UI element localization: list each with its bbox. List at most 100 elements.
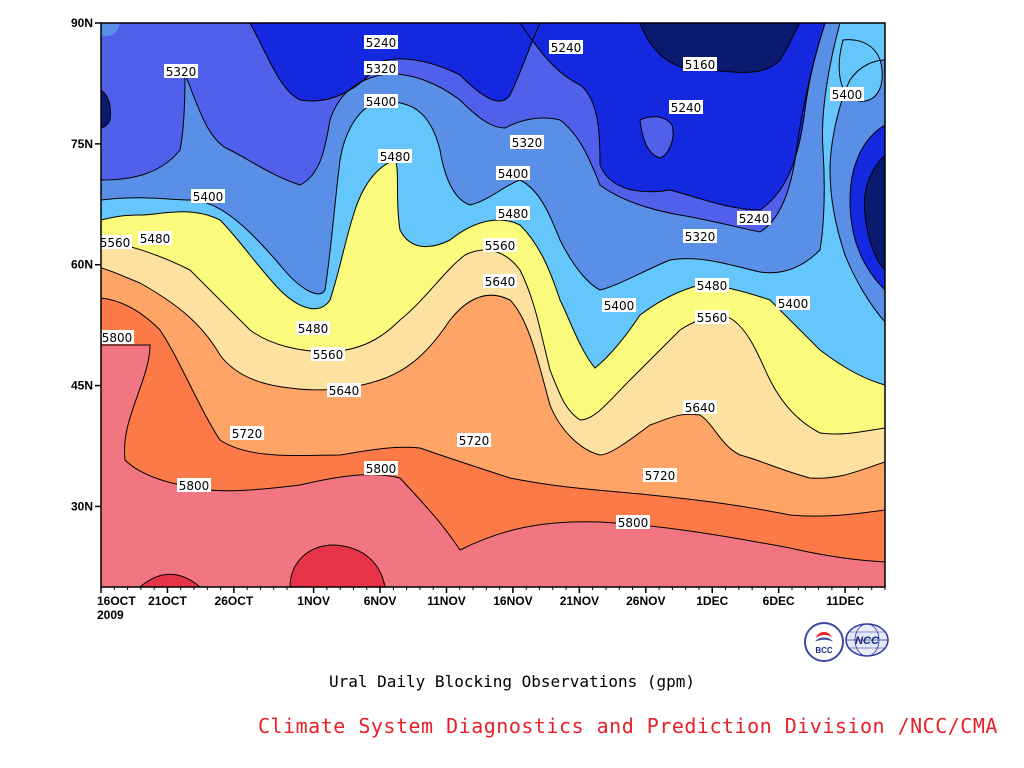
contour-line-east-low — [849, 124, 885, 291]
contour-label: 5560 — [100, 236, 131, 250]
contour-label-bg — [669, 100, 703, 114]
chart-title: Ural Daily Blocking Observations (gpm) — [328, 672, 696, 691]
contour-line-northeast — [838, 39, 883, 102]
contour-label-bg — [378, 149, 412, 163]
contour-label: 5480 — [380, 150, 411, 164]
contour-label-bg — [100, 330, 134, 344]
contour-line-5240-east — [519, 23, 826, 211]
contour-label: 5560 — [697, 311, 728, 325]
contour-label: 5640 — [685, 401, 716, 415]
contour-label-bg — [364, 94, 398, 108]
contour-label-bg — [695, 310, 729, 324]
contour-line-5400 — [101, 23, 841, 295]
x-tick-label: 6NOV — [364, 594, 397, 608]
x-tick-label: 26OCT — [215, 594, 254, 608]
contour-line-5560 — [101, 239, 885, 435]
contour-line-5880-west — [139, 573, 201, 587]
contour-label-bg — [98, 235, 132, 249]
contour-line-5400-east — [829, 59, 885, 323]
contour-label: 5400 — [366, 95, 397, 109]
contour-label: 5720 — [645, 469, 676, 483]
contour-line-5640 — [101, 267, 885, 479]
contour-label-bg — [138, 231, 172, 245]
contour-label: 5320 — [685, 230, 716, 244]
contour-line-5800 — [101, 344, 885, 563]
contour-chart: 5240 5240 5160 5240 5320 5320 5320 5400 5400 5400… — [71, 16, 886, 622]
ncc-globe-icon: NCC — [845, 623, 889, 657]
contour-label: 5640 — [485, 275, 516, 289]
contour-label-bg — [327, 383, 361, 397]
contour-label-bg — [549, 40, 583, 54]
contour-label: 5720 — [459, 434, 490, 448]
contour-label: 5480 — [140, 232, 171, 246]
bcc-logo: BCC — [804, 622, 844, 662]
contour-label-bg — [230, 426, 264, 440]
contour-label-bg — [483, 238, 517, 252]
x-tick-label: 21NOV — [560, 594, 599, 608]
contour-label: 5400 — [778, 297, 809, 311]
x-tick-label: 21OCT — [148, 594, 187, 608]
contour-label-bg — [191, 189, 225, 203]
x-tick-label: 11NOV — [427, 594, 466, 608]
contour-label: 5400 — [832, 88, 863, 102]
contour-label: 5320 — [166, 65, 197, 79]
contour-label: 5800 — [179, 479, 210, 493]
source-credit: Climate System Diagnostics and Predictio… — [258, 714, 998, 738]
x-tick-label: 1NOV — [297, 594, 330, 608]
contour-label: 5480 — [697, 279, 728, 293]
contour-line-5880 — [289, 544, 386, 587]
contour-label-bg — [496, 166, 530, 180]
bcc-logo-text: BCC — [815, 646, 833, 655]
contour-label: 5400 — [193, 190, 224, 204]
contour-line-5240 — [249, 23, 541, 102]
contour-label-bg — [737, 211, 771, 225]
x-tick-label: 26NOV — [626, 594, 665, 608]
contour-label: 5640 — [329, 384, 360, 398]
contour-line-north-mid — [639, 116, 674, 159]
bcc-emblem-icon — [815, 632, 833, 642]
contour-label-bg — [643, 468, 677, 482]
contour-label-bg — [776, 296, 810, 310]
contour-line-east-inner — [863, 154, 885, 271]
contour-label-bg — [311, 347, 345, 361]
x-axis: 16OCT 21OCT 26OCT 1NOV 6NOV 11NOV 16NOV 21NOV 26… — [97, 587, 886, 608]
contour-label: 5240 — [551, 41, 582, 55]
contour-label-bg — [364, 461, 398, 475]
y-axis: 30N 45N 60N 75N 90N — [71, 16, 101, 513]
contour-label-bg — [164, 64, 198, 78]
contour-label: 5240 — [366, 36, 397, 50]
contour-label: 5160 — [685, 58, 716, 72]
contour-label-bg — [602, 298, 636, 312]
contour-line-5160 — [639, 23, 801, 73]
contour-label-bg — [496, 206, 530, 220]
y-tick-label: 60N — [71, 258, 93, 272]
contour-label-bg — [296, 321, 330, 335]
contour-lines — [101, 23, 885, 587]
x-tick-label: 16OCT — [97, 594, 136, 608]
y-tick-label: 45N — [71, 379, 93, 393]
contour-label-bg — [364, 61, 398, 75]
contour-label-bg — [483, 274, 517, 288]
contour-fills — [101, 23, 885, 587]
contour-label: 5400 — [498, 167, 529, 181]
contour-label: 5720 — [232, 427, 263, 441]
contour-label-bg — [830, 87, 864, 101]
contour-label-bg — [683, 400, 717, 414]
x-tick-label: 16NOV — [493, 594, 532, 608]
svg-text:NCC: NCC — [855, 635, 880, 647]
contour-label: 5480 — [298, 322, 329, 336]
contour-label: 5240 — [739, 212, 770, 226]
contour-line-west-low — [101, 89, 111, 129]
plot-frame — [100, 22, 886, 588]
contour-label-bg — [683, 229, 717, 243]
x-tick-label: 11DEC — [826, 594, 864, 608]
contour-label: 5560 — [485, 239, 516, 253]
contour-label: 5800 — [366, 462, 397, 476]
contour-label: 5320 — [366, 62, 397, 76]
contour-label: 5800 — [102, 331, 133, 345]
contour-label-bg — [510, 135, 544, 149]
contour-labels: 5240 5240 5160 5240 5320 5320 5320 5400 5400 5400… — [98, 35, 864, 530]
contour-line-5320 — [101, 23, 826, 233]
band-5480-cut — [839, 39, 883, 102]
y-tick-label: 90N — [71, 16, 93, 30]
